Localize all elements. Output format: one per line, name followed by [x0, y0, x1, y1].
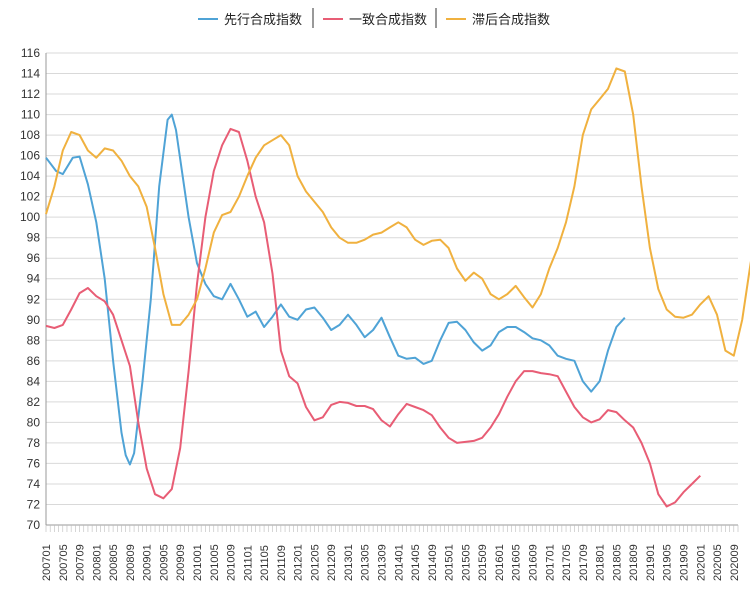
- y-tick-label: 72: [27, 497, 41, 511]
- y-tick-label: 80: [27, 415, 41, 429]
- series-line-3: [45, 67, 750, 357]
- y-tick-label: 102: [20, 190, 40, 204]
- x-tick-label: 201901: [645, 544, 657, 581]
- y-tick-label: 116: [21, 46, 40, 60]
- x-tick-label: 202009: [729, 544, 741, 581]
- x-tick-label: 201505: [460, 544, 472, 581]
- y-tick-label: 74: [27, 477, 41, 491]
- x-tick-label: 201205: [309, 544, 321, 581]
- x-tick-label: 201601: [494, 544, 506, 581]
- x-tick-label: 201105: [259, 545, 271, 581]
- y-tick-label: 100: [20, 210, 40, 224]
- x-tick-label: 201701: [544, 544, 556, 581]
- x-tick-label: 201101: [242, 545, 254, 581]
- x-tick-label: 200701: [41, 544, 53, 581]
- y-tick-label: 76: [27, 456, 41, 470]
- y-tick-label: 86: [27, 354, 41, 368]
- y-tick-label: 98: [27, 231, 41, 245]
- legend-label-1: 先行合成指数: [224, 12, 302, 27]
- y-tick-label: 112: [21, 87, 40, 101]
- x-tick-label: 201201: [293, 544, 305, 581]
- x-tick-label: 201301: [343, 544, 355, 581]
- x-tick-label: 200709: [75, 544, 87, 581]
- x-tick-label: 200805: [108, 544, 120, 581]
- x-tick-label: 201209: [326, 544, 338, 581]
- x-tick-label: 201805: [611, 544, 623, 581]
- x-tick-label: 200705: [58, 544, 70, 581]
- y-tick-label: 108: [20, 128, 40, 142]
- x-tick-label: 201705: [561, 544, 573, 581]
- x-tick-label: 201409: [427, 544, 439, 581]
- x-tick-label: 201309: [377, 544, 389, 581]
- x-tick-label: 202005: [712, 544, 724, 581]
- x-tick-label: 201509: [477, 544, 489, 581]
- legend-label-2: 一致合成指数: [349, 12, 427, 27]
- y-tick-label: 88: [27, 333, 41, 347]
- x-tick-label: 201001: [192, 544, 204, 581]
- legend-label-3: 滞后合成指数: [472, 12, 550, 27]
- x-tick-label: 200809: [125, 544, 137, 581]
- x-tick-label: 202001: [695, 544, 707, 581]
- x-tick-label: 201909: [678, 544, 690, 581]
- y-tick-label: 70: [27, 518, 41, 532]
- axis-layer: 70 72 74 76 78 80 82 84 86 88 90 92 94 96 98 100 102 104 1…: [20, 46, 741, 581]
- x-tick-label: 201709: [578, 544, 590, 581]
- series-layer: [45, 67, 750, 508]
- x-tick-label: 201609: [527, 544, 539, 581]
- x-tick-label: 200909: [175, 544, 187, 581]
- y-tick-label: 82: [27, 395, 41, 409]
- x-tick-label: 201501: [444, 544, 456, 581]
- y-tick-label: 110: [21, 108, 40, 122]
- x-tick-label: 201401: [393, 544, 405, 581]
- x-tick-label: 201605: [511, 544, 523, 581]
- x-tick-label: 201305: [360, 544, 372, 581]
- y-tick-label: 84: [27, 374, 41, 388]
- y-tick-label: 114: [21, 67, 40, 81]
- y-tick-label: 94: [27, 272, 41, 286]
- y-tick-label: 104: [20, 169, 40, 183]
- x-tick-label: 201905: [662, 544, 674, 581]
- y-tick-label: 106: [20, 149, 40, 163]
- x-tick-label: 201801: [595, 544, 607, 581]
- y-tick-label: 78: [27, 436, 41, 450]
- x-tick-label: 201109: [276, 545, 288, 581]
- grid-layer: [46, 52, 738, 526]
- x-tick-label: 201005: [209, 544, 221, 581]
- x-tick-label: 200905: [158, 544, 170, 581]
- x-tick-label: 201809: [628, 544, 640, 581]
- x-tick-label: 200901: [142, 544, 154, 581]
- legend: 先行合成指数 一致合成指数 滞后合成指数: [198, 8, 550, 28]
- series-line-2: [45, 127, 702, 508]
- y-tick-label: 96: [27, 251, 41, 265]
- y-tick-label: 90: [27, 313, 41, 327]
- x-tick-label: 201009: [226, 544, 238, 581]
- x-tick-label: 201405: [410, 544, 422, 581]
- series-line-1: [45, 113, 626, 466]
- y-tick-label: 92: [27, 292, 41, 306]
- x-tick-label: 200801: [91, 544, 103, 581]
